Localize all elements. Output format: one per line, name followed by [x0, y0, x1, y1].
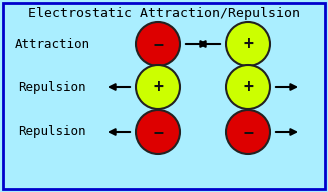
Text: Repulsion: Repulsion	[18, 126, 86, 138]
Text: −: −	[153, 123, 163, 141]
Circle shape	[226, 65, 270, 109]
Circle shape	[226, 110, 270, 154]
Circle shape	[136, 110, 180, 154]
Text: Electrostatic Attraction/Repulsion: Electrostatic Attraction/Repulsion	[28, 7, 300, 21]
Text: Repulsion: Repulsion	[18, 80, 86, 94]
Text: +: +	[243, 35, 253, 53]
Text: −: −	[243, 123, 253, 141]
Circle shape	[226, 22, 270, 66]
Text: Attraction: Attraction	[14, 37, 90, 50]
Circle shape	[136, 22, 180, 66]
Circle shape	[136, 65, 180, 109]
Text: +: +	[153, 78, 163, 96]
Text: +: +	[243, 78, 253, 96]
Text: −: −	[153, 35, 163, 53]
